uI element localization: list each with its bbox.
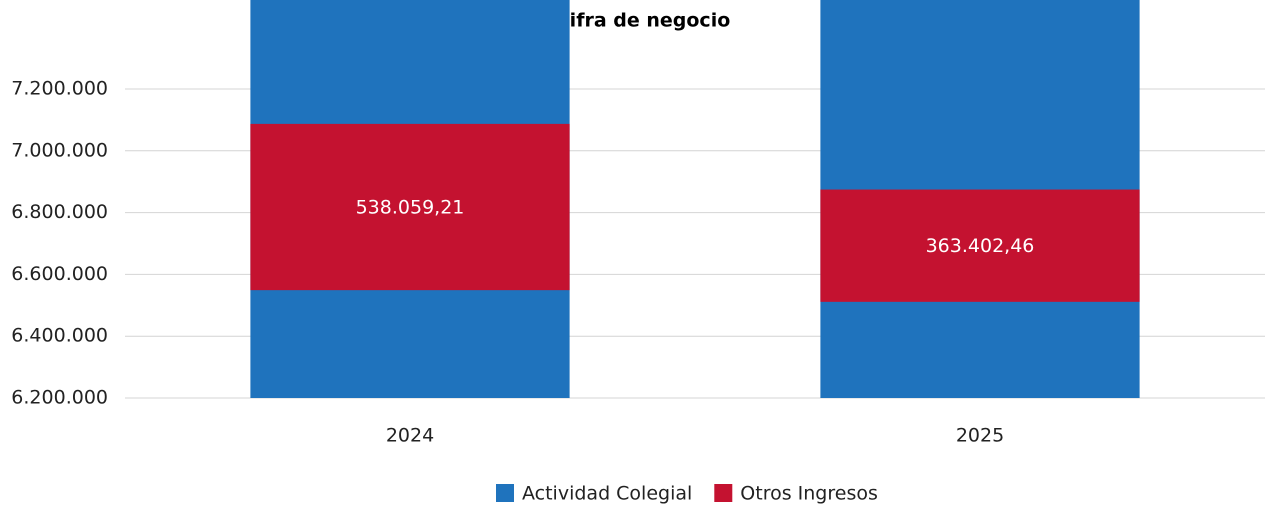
y-tick-label: 6.200.000 — [11, 387, 108, 409]
y-tick-label: 6.800.000 — [11, 201, 108, 223]
y-tick-label: 6.600.000 — [11, 263, 108, 285]
legend-label: Otros Ingresos — [740, 483, 878, 505]
chart-title: Cifra de negocio — [556, 10, 731, 32]
y-tick-label: 6.400.000 — [11, 325, 108, 347]
value-label: 363.402,46 — [926, 235, 1035, 257]
legend-label: Actividad Colegial — [522, 483, 692, 505]
legend-swatch — [714, 484, 733, 502]
x-tick-label: 2024 — [386, 425, 434, 447]
bar-segment — [250, 123, 570, 291]
bar-segment — [820, 189, 1140, 302]
legend-swatch — [496, 484, 514, 502]
y-tick-label: 7.200.000 — [11, 78, 108, 100]
value-label: 538.059,21 — [356, 197, 465, 219]
x-tick-label: 2025 — [956, 425, 1004, 447]
y-tick-label: 7.000.000 — [11, 139, 108, 161]
